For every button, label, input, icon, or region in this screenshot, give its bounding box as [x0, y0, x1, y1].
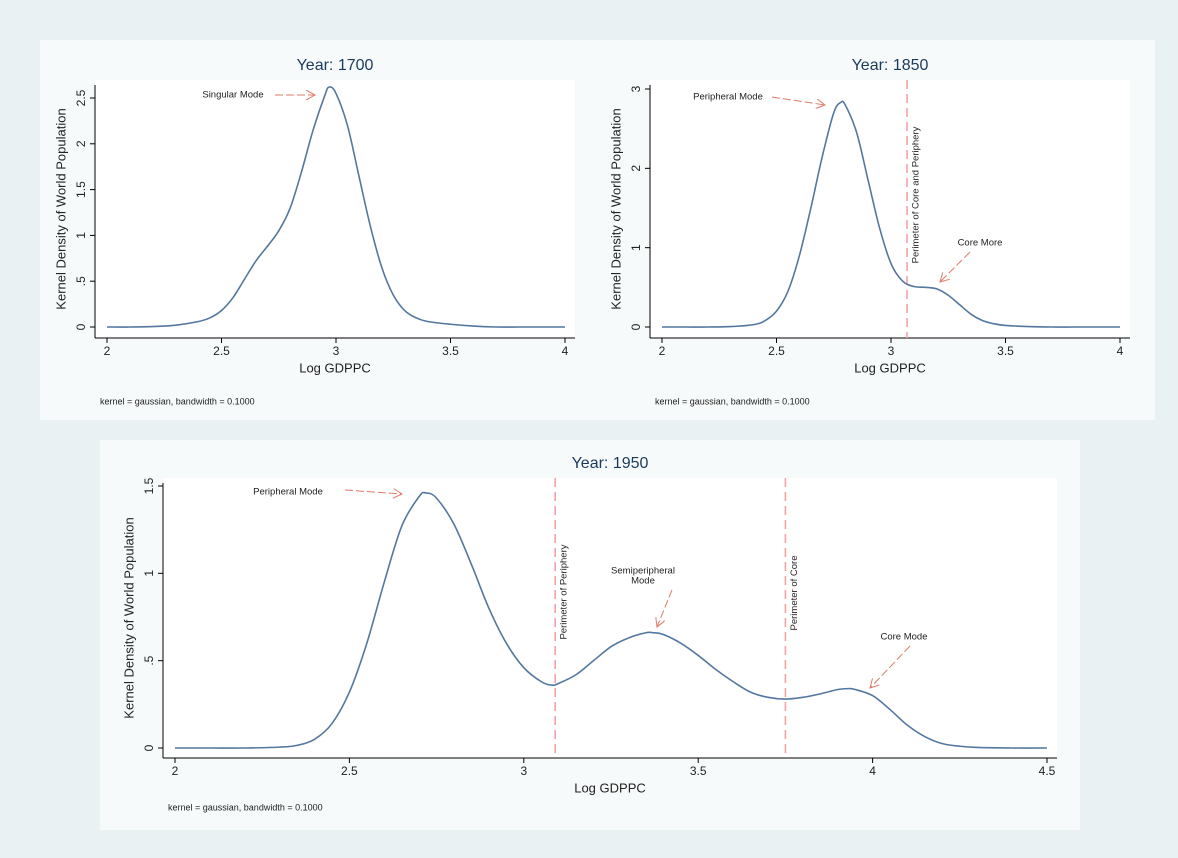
annotation: Semiperipheral	[611, 566, 675, 577]
y-axis-label: Kernel Density of World Population	[53, 108, 68, 309]
x-tick-label: 2	[659, 344, 666, 358]
reference-label: Perimeter of Core and Periphery	[911, 126, 922, 263]
annotation: Peripheral Mode	[253, 487, 323, 498]
y-tick-label: 1.5	[74, 181, 88, 198]
x-tick-label: 2.5	[341, 764, 358, 778]
annotation-arrow	[940, 251, 971, 282]
note: kernel = gaussian, bandwidth = 0.1000	[655, 396, 810, 406]
y-tick-label: 0	[142, 744, 156, 751]
x-axis-label: Log GDPPC	[574, 780, 646, 795]
annotation: Peripheral Mode	[693, 92, 763, 103]
y-tick-label: 1	[142, 570, 156, 577]
x-tick-label: 4	[869, 764, 876, 778]
density-line	[174, 491, 1048, 749]
x-tick-label: 2.5	[768, 344, 785, 358]
x-tick-label: 2	[104, 344, 111, 358]
x-tick-label: 3.5	[997, 344, 1014, 358]
x-tick-label: 3	[333, 344, 340, 358]
x-tick-label: 3	[520, 764, 527, 778]
chart-title: Year: 1700	[297, 57, 374, 74]
annotation-arrow	[657, 589, 673, 627]
density-line	[662, 100, 1120, 328]
x-tick-label: 4	[562, 344, 569, 358]
y-axis-label: Kernel Density of World Population	[121, 517, 136, 718]
x-tick-label: 2.5	[213, 344, 230, 358]
y-tick-label: .5	[74, 276, 88, 286]
x-tick-label: 3.5	[442, 344, 459, 358]
y-tick-label: 0	[74, 323, 88, 330]
note: kernel = gaussian, bandwidth = 0.1000	[168, 802, 323, 812]
chart-title: Year: 1850	[852, 57, 929, 74]
x-tick-label: 2	[172, 764, 179, 778]
plot-area	[95, 80, 575, 338]
annotation-arrow	[771, 96, 825, 105]
note: kernel = gaussian, bandwidth = 0.1000	[100, 396, 255, 406]
y-tick-label: 1	[74, 232, 88, 239]
annotation-arrow	[870, 645, 911, 688]
annotation: Singular Mode	[202, 90, 263, 101]
reference-label: Perimeter of Periphery	[559, 544, 570, 639]
y-tick-label: 3	[629, 85, 643, 92]
y-tick-label: 2	[74, 140, 88, 147]
x-tick-label: 3.5	[690, 764, 707, 778]
chart-title: Year: 1950	[572, 455, 649, 472]
annotation: Core More	[958, 238, 1003, 249]
annotation-arrow	[344, 490, 402, 494]
density-line	[106, 86, 565, 328]
y-tick-label: 0	[629, 323, 643, 330]
x-axis-label: Log GDPPC	[299, 360, 371, 375]
reference-label: Perimeter of Core	[789, 556, 800, 631]
plot-area	[163, 478, 1057, 758]
plot-area	[650, 80, 1130, 338]
y-tick-label: 1	[629, 244, 643, 251]
y-tick-label: 1.5	[142, 477, 156, 494]
y-axis-label: Kernel Density of World Population	[608, 108, 623, 309]
x-tick-label: 4.5	[1039, 764, 1056, 778]
y-tick-label: 2	[629, 165, 643, 172]
x-axis-label: Log GDPPC	[854, 360, 926, 375]
x-tick-label: 3	[888, 344, 895, 358]
y-tick-label: .5	[142, 655, 156, 665]
x-tick-label: 4	[1117, 344, 1124, 358]
y-tick-label: 2.5	[74, 89, 88, 106]
annotation: Core Mode	[881, 632, 928, 643]
annotation: Mode	[631, 576, 655, 587]
